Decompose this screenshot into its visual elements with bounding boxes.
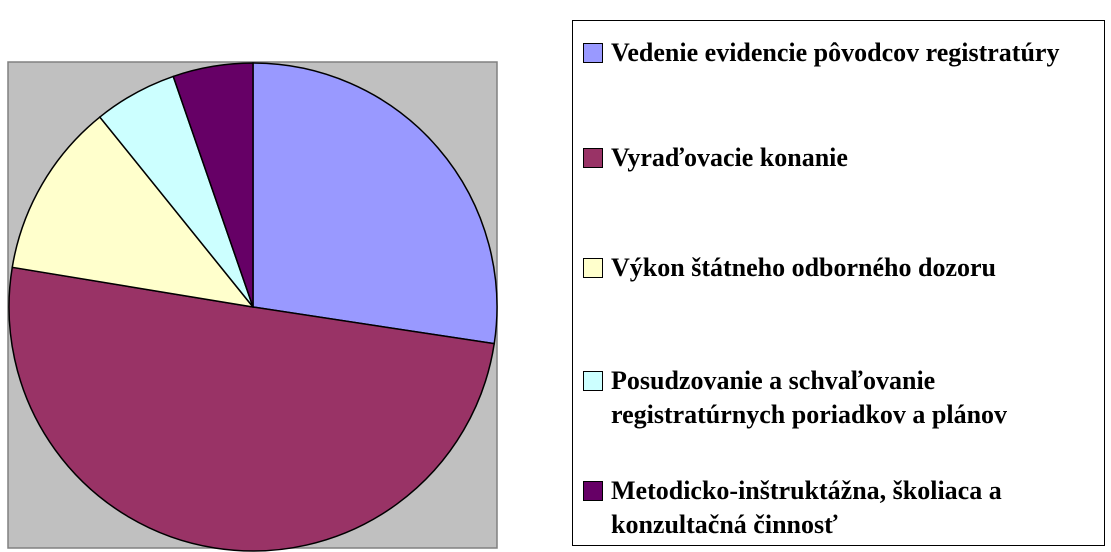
legend-label: Vedenie evidencie pôvodcov registratúry — [611, 38, 1060, 67]
legend-item: Posudzovanie a schvaľovanie registratúrn… — [583, 364, 1103, 432]
legend-item: Vyraďovacie konanie — [583, 141, 1103, 175]
legend-swatch — [583, 481, 603, 501]
legend-swatch — [583, 43, 603, 63]
pie-slice — [252, 62, 498, 345]
legend-label: Metodicko-inštruktážna, školiaca a konzu… — [611, 476, 1002, 539]
legend-swatch — [583, 371, 603, 391]
pie — [8, 62, 498, 552]
legend-label: Výkon štátneho odborného dozoru — [611, 253, 997, 282]
chart — [7, 61, 498, 552]
legend-item: Výkon štátneho odborného dozoru — [583, 251, 1103, 285]
legend-label: Vyraďovacie konanie — [611, 143, 848, 172]
legend: Vedenie evidencie pôvodcov registratúry V… — [572, 20, 1105, 546]
pie-slice — [11, 116, 255, 309]
legend-item: Vedenie evidencie pôvodcov registratúry — [583, 36, 1103, 70]
pie-slice — [172, 62, 254, 308]
legend-swatch — [583, 258, 603, 278]
pie-slice — [8, 266, 496, 552]
legend-swatch — [583, 148, 603, 168]
legend-label: Posudzovanie a schvaľovanie registratúrn… — [611, 366, 1008, 429]
legend-item: Metodicko-inštruktážna, školiaca a konzu… — [583, 474, 1103, 542]
